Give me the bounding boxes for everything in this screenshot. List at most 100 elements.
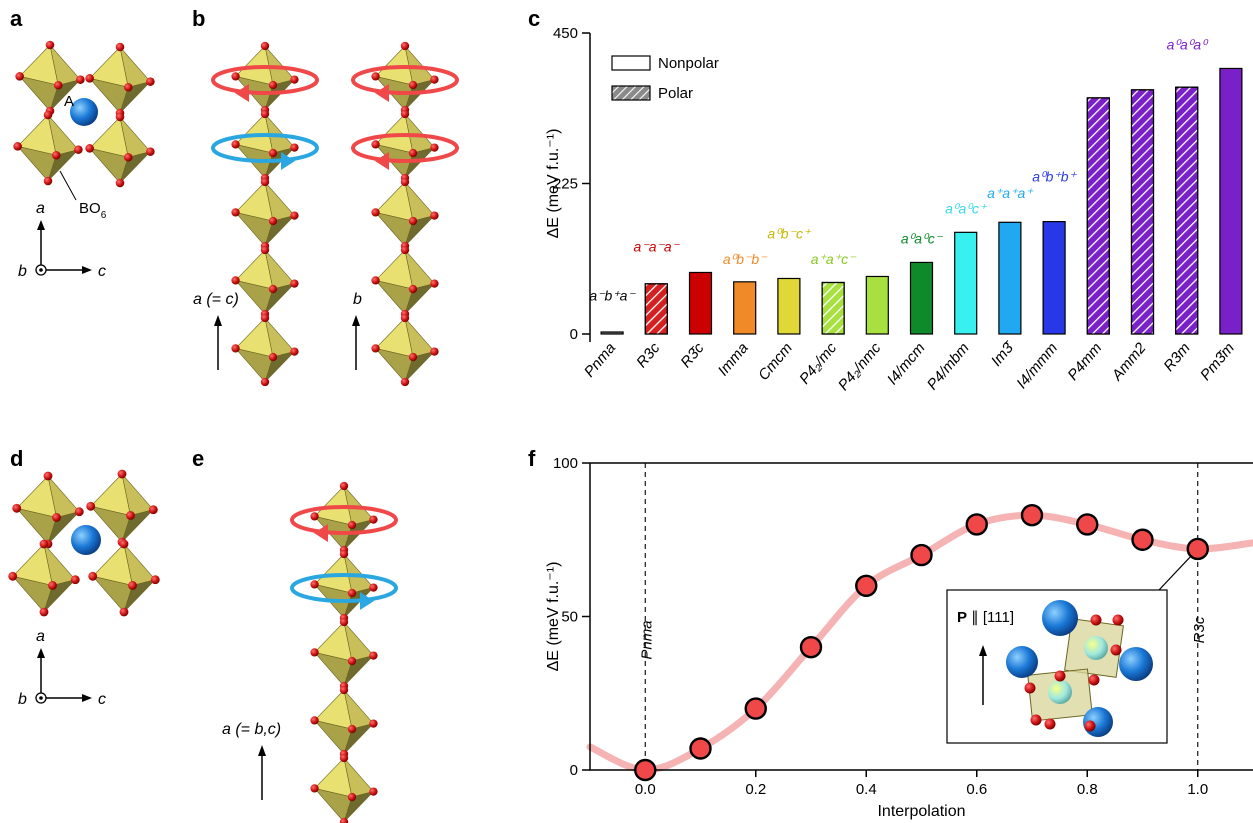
oxygen-atom (408, 80, 418, 90)
category-label: Im3̄ (988, 337, 1019, 369)
category-label: P4mm (1064, 340, 1105, 384)
oxygen-atom (339, 817, 349, 823)
oxygen-atom (85, 74, 94, 83)
oxygen-atom (1054, 670, 1066, 682)
bar (600, 331, 624, 335)
oxygen-atom (408, 284, 418, 294)
rotation-pattern-annotation: a⁻b⁺a⁻ (589, 288, 636, 304)
bar (1219, 67, 1243, 335)
oxygen-atom (339, 617, 349, 627)
energy-bar-chart: 0 225 450 ΔE (meV f.u.⁻¹) Pnma R3c R3̄c Imma Cmc… (545, 25, 1243, 394)
oxygen-atom (119, 539, 129, 549)
axis-arrow-e: a (= b,c) (222, 721, 281, 800)
oxygen-atom (290, 143, 299, 152)
oxygen-atom (400, 177, 410, 187)
data-point (1186, 537, 1209, 561)
oxygen-atom (231, 72, 240, 81)
axes-triad-d: a b c (18, 628, 106, 708)
rotation-ring (290, 573, 398, 603)
rotation-ring (290, 505, 398, 535)
legend-swatch (611, 85, 651, 101)
oxygen-atom (371, 208, 380, 217)
oxygen-atom (310, 580, 319, 589)
oxygen-atom (290, 279, 299, 288)
oxygen-atom (371, 276, 380, 285)
oxygen-atom (369, 787, 378, 796)
oxygen-atom (268, 284, 278, 294)
oxygen-atom (115, 178, 125, 188)
rotation-arrow (314, 524, 328, 542)
polarization-arrowhead (979, 645, 987, 656)
perovskite-structure-d (8, 469, 160, 617)
octahedral-rotation-chain-e (290, 481, 398, 823)
oxygen-atom (146, 147, 155, 156)
oxygen-atom (1088, 674, 1100, 686)
oxygen-atom (52, 513, 61, 522)
rotation-ring (351, 133, 459, 163)
oxygen-atom (1112, 614, 1124, 626)
rotation-pattern-annotation: a⁰b⁻c⁺ (767, 225, 812, 241)
octahedral-rotation-chains-b (211, 41, 459, 387)
oxygen-atom (310, 512, 319, 521)
y-axis-title: ΔE (meV f.u.⁻¹) (545, 562, 562, 672)
oxygen-atom (126, 511, 135, 520)
svg-text:a (= b,c): a (= b,c) (222, 721, 281, 738)
svg-text:b: b (353, 291, 362, 308)
rotation-pattern-annotation: a⁺a⁺a⁺ (987, 185, 1034, 201)
oxygen-atom (128, 581, 137, 590)
oxygen-atom (290, 75, 299, 84)
oxygen-atom (123, 82, 133, 92)
bo6-pointer (59, 170, 77, 201)
oxygen-atom (12, 503, 22, 513)
oxygen-atom (268, 216, 278, 226)
oxygen-atom (408, 148, 418, 158)
polarization-label: P ∥ [111] (957, 609, 1014, 626)
oxygen-atom (339, 549, 349, 559)
oxygen-atom (347, 588, 357, 598)
x-tick-label: 0.0 (635, 781, 656, 798)
a-site-label: A (64, 93, 74, 110)
axis-arrow-b-right: b (352, 291, 362, 370)
data-point (634, 758, 657, 782)
oxygen-atom (260, 313, 270, 323)
interpolation-energy-chart: Pnma R3c 0 50 100 0.0 0.2 0.4 0.6 0.8 1.0 Interpola… (545, 455, 1253, 820)
x-axis-title: Interpolation (877, 803, 965, 820)
oxygen-atom (1030, 714, 1042, 726)
category-label: Imma (715, 340, 752, 380)
oxygen-atom (86, 501, 96, 511)
panel-label-c: c (528, 6, 540, 31)
y-axis-title: ΔE (meV f.u.⁻¹) (545, 129, 562, 239)
rotation-pattern-annotation: a⁰a⁰c⁺ (945, 201, 988, 217)
oxygen-atom (1024, 682, 1036, 694)
oxygen-atom (115, 42, 125, 52)
axis-b-label: b (18, 263, 27, 280)
oxygen-atom (408, 352, 418, 362)
oxygen-atom (123, 152, 133, 162)
x-tick-label: 1.0 (1187, 781, 1208, 798)
category-label: I4/mmm (1013, 340, 1061, 392)
data-point (1076, 513, 1099, 536)
oxygen-atom (51, 150, 61, 160)
oxygen-atom (268, 80, 278, 90)
data-point (965, 513, 988, 536)
oxygen-atom (369, 583, 378, 592)
rotation-arrow (360, 592, 374, 610)
oxygen-atom (74, 145, 83, 154)
category-label: Cmcm (755, 340, 796, 384)
oxygen-atom (369, 651, 378, 660)
oxygen-atom (76, 75, 85, 84)
oxygen-atom (347, 792, 357, 802)
oxygen-atom (1090, 614, 1102, 626)
rotation-ring (211, 65, 319, 95)
oxygen-atom (39, 539, 49, 549)
legend-label: Polar (658, 85, 693, 102)
legend-swatch (611, 55, 651, 71)
x-tick-label: 0.8 (1077, 781, 1098, 798)
rotation-pattern-annotation: a⁰a⁰c⁻ (901, 231, 944, 247)
bar (1042, 221, 1066, 335)
rotation-arrow (235, 84, 249, 102)
rotation-pattern-annotation: a⁰b⁻b⁻ (723, 251, 768, 267)
oxygen-atom (310, 784, 319, 793)
oxygen-atom (13, 142, 22, 151)
oxygen-atom (369, 515, 378, 524)
